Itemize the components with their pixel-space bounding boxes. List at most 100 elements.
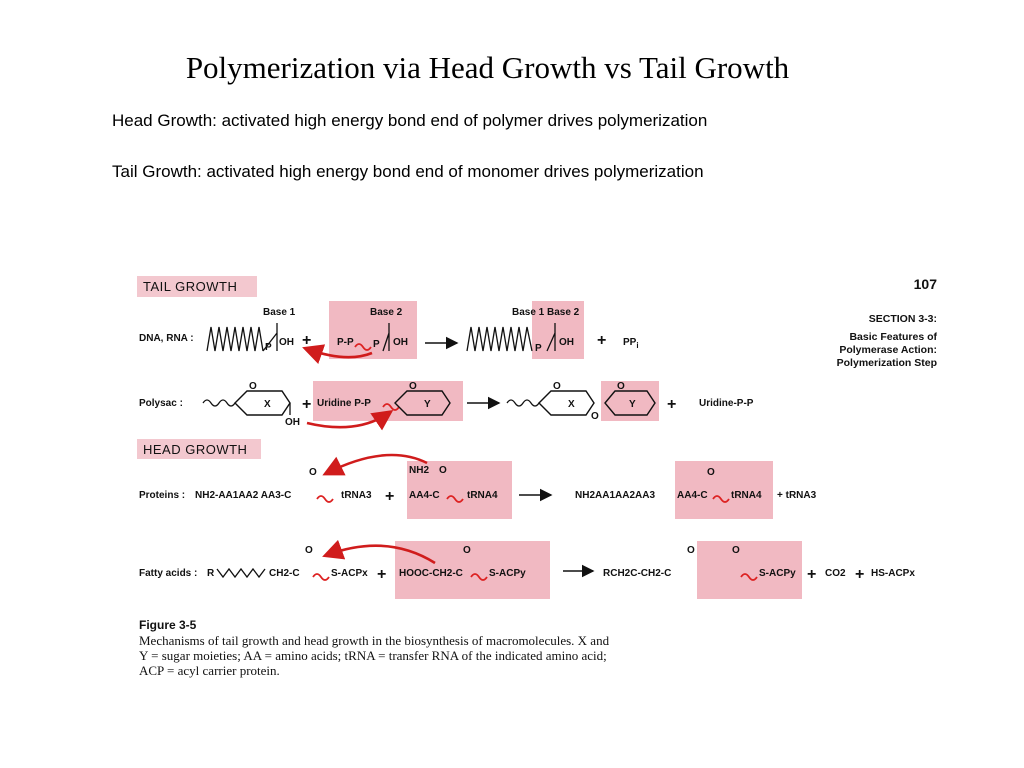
proteins-label: Proteins : [139,490,185,501]
product-ring-y-o: O [617,381,625,392]
tail-header-bg [137,276,257,297]
co2-label: CO2 [825,568,846,579]
fatty-product: RCH2C-CH2-C [603,568,671,579]
polysac-plus: + [302,396,311,413]
section-line-1: SECTION 3-3: [869,313,937,325]
hooc-label: HOOC-CH2-C [399,568,463,579]
fatty-label: Fatty acids : [139,568,197,579]
fatty-plus-3: + [855,566,864,583]
base2-label: Base 2 [370,307,403,318]
protein-attack-arrow [322,453,428,476]
figure-caption-line-1: Mechanisms of tail growth and head growt… [139,633,610,648]
aa4-bond [446,495,464,503]
polysac-plus-2: + [667,396,676,413]
ppi-label: PPi [623,337,639,350]
product-bond [712,495,730,503]
polysac-product-chain [506,399,540,407]
fatty-attack-arrow [322,539,436,565]
fatty-chain [216,567,266,579]
fatty-product-o1: O [687,545,695,556]
tail-growth-header: TAIL GROWTH [143,279,237,294]
sacpx-label: S-ACPx [331,568,368,579]
product-base1-label: Base 1 [512,307,545,318]
protein-product-highlight [675,461,773,519]
section-line-4: Polymerization Step [837,357,937,369]
figure-caption-heading: Figure 3-5 [139,618,197,632]
product-ring-o: O [553,381,561,392]
fatty-monomer-highlight [395,541,550,599]
head-header-bg [137,439,261,459]
trna4-label: tRNA4 [467,490,498,501]
product-aa4: AA4-C [677,490,708,501]
udp-bond [382,403,400,411]
product-base2-label: Base 2 [547,307,580,318]
fatty-product-bond [740,573,758,581]
fatty-ch2: CH2-C [269,568,300,579]
protein-plus: + [385,488,394,505]
fatty-o: O [305,545,313,556]
hsacp-label: HS-ACPx [871,568,915,579]
dna-product-highlight [532,301,584,359]
fatty-bond [312,573,330,581]
hooc-o: O [463,545,471,556]
head-growth-definition: Head Growth: activated high energy bond … [112,111,708,130]
polymerization-figure: TAIL GROWTH HEAD GROWTH 107 SECTION 3-3:… [137,276,938,678]
protein-product: NH2AA1AA2AA3 [575,490,655,501]
fatty-product-sacp: S-ACPy [759,568,796,579]
trna3-label: tRNA3 [341,490,372,501]
protein-bond [316,495,334,503]
polysac-label: Polysac : [139,398,183,409]
udp-label: Uridine P-P [317,398,371,409]
protein-carbonyl-o: O [309,467,317,478]
slide-title: Polymerization via Head Growth vs Tail G… [185,50,790,85]
dna-p2-label: P [373,339,380,350]
high-energy-bond [354,343,372,351]
fatty-product-highlight [697,541,802,599]
dna-plus: + [302,332,311,349]
dna-oh2-label: OH [393,337,408,348]
dna-p-label: P [265,342,272,353]
ring-x-label: X [264,399,271,410]
ring-y-label: Y [424,399,431,410]
polysac-chain [202,399,236,407]
dna-strand [206,326,264,352]
tail-growth-definition: Tail Growth: activated high energy bond … [112,162,704,181]
product-ring-x-label: X [568,399,575,410]
hooc-bond [470,573,488,581]
monomer-o: O [439,465,447,476]
sugar-ring-y [394,390,451,416]
dna-label: DNA, RNA : [139,333,194,344]
fatty-plus: + [377,566,386,583]
product-trna3: + tRNA3 [777,490,817,501]
head-growth-header: HEAD GROWTH [143,442,247,457]
polysac-attack-arrow [306,410,394,431]
figure-caption-line-2: Y = sugar moieties; AA = amino acids; tR… [139,648,607,663]
sacpy-label: S-ACPy [489,568,526,579]
product-p-label: P [535,343,542,354]
figure-caption-line-3: ACP = acyl carrier protein. [139,663,280,678]
product-ring-x [538,390,595,416]
glycosidic-o: O [591,411,599,422]
nh2-label: NH2 [409,465,429,476]
fatty-product-o2: O [732,545,740,556]
dna-pp-label: P-P [337,337,354,348]
page-number: 107 [914,276,938,292]
product-oh-label: OH [559,337,574,348]
ring-o-label: O [249,381,257,392]
product-ring-y [604,390,656,416]
sugar-ring-x [234,390,291,416]
ring-y-o-label: O [409,381,417,392]
product-trna4: tRNA4 [731,490,762,501]
dna-product-strand [466,326,533,352]
dna-plus-2: + [597,332,606,349]
fatty-r: R [207,568,215,579]
product-ring-y-label: Y [629,399,636,410]
ring-oh-label: OH [285,417,300,428]
protein-monomer-highlight [407,461,512,519]
aa4-label: AA4-C [409,490,440,501]
dna-attack-arrow [302,344,373,364]
section-line-3: Polymerase Action: [839,344,937,356]
product-sugar [546,323,556,352]
section-line-2: Basic Features of [849,331,937,343]
fatty-plus-2: + [807,566,816,583]
